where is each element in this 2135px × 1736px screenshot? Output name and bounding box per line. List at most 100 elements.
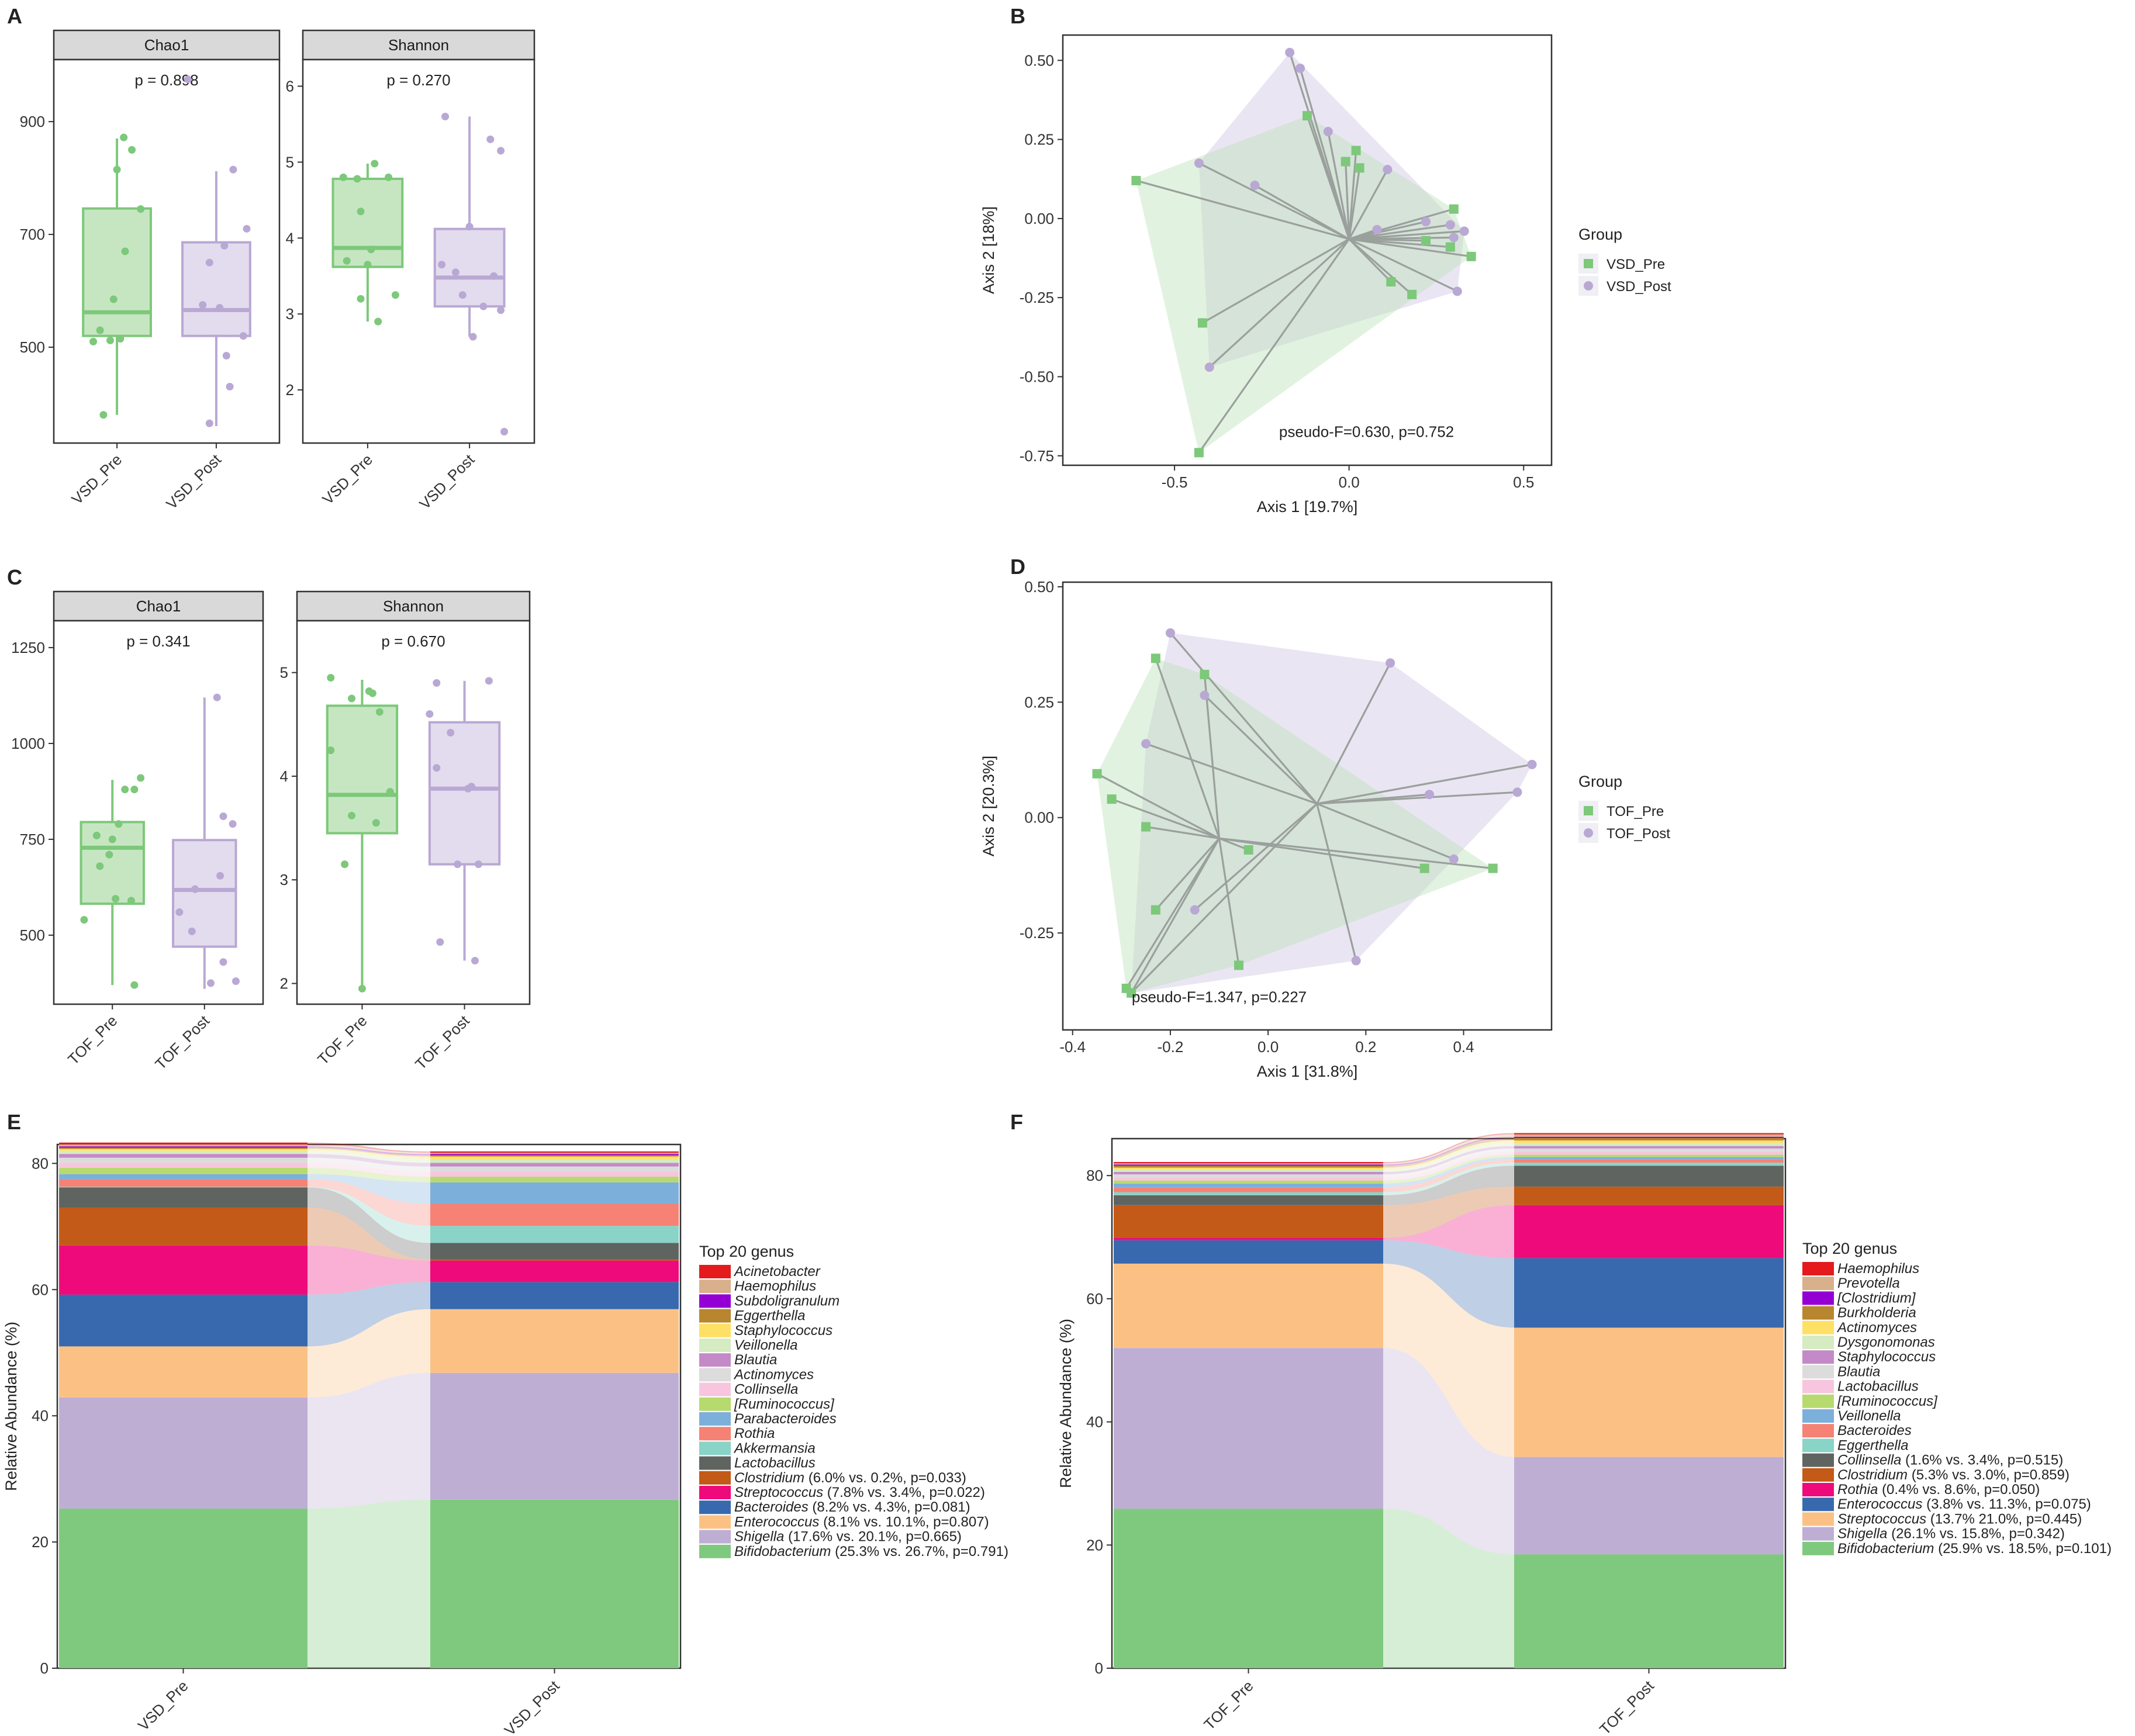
permanova-annotation: pseudo-F=0.630, p=0.752 (1279, 423, 1454, 440)
box-VSD_Post (181, 241, 251, 337)
legend-swatch (699, 1368, 731, 1382)
data-point (375, 708, 384, 716)
stack-haemophilus (1114, 1133, 1784, 1164)
data-point (109, 295, 118, 303)
bar-segment (59, 1397, 308, 1509)
stats-text: (3.8% vs. 11.3%, p=0.075) (1922, 1496, 2091, 1512)
x-tick-label: -0.2 (1158, 1038, 1184, 1056)
hull-pre (1136, 116, 1471, 453)
legend-swatch (1802, 1336, 1834, 1349)
point-pre (1131, 175, 1141, 185)
data-point (371, 160, 379, 168)
point-pre (1488, 863, 1498, 873)
legend-swatch (699, 1339, 731, 1352)
y-tick-label: 80 (32, 1154, 49, 1172)
legend-label: Shigella (26.1% vs. 15.8%, p=0.342) (1837, 1526, 2065, 1542)
point-pre (1127, 988, 1136, 998)
p-value-label: p = 0.341 (126, 632, 190, 650)
data-point (239, 332, 247, 340)
y-tick-label: 0.50 (1024, 578, 1054, 596)
bar-segment (430, 1155, 679, 1157)
bar-segment (59, 1154, 308, 1158)
point-post (1425, 790, 1434, 800)
stack-enterococcus (1114, 1240, 1784, 1328)
legend-label: Collinsella (734, 1382, 798, 1398)
point-pre (1194, 448, 1204, 458)
stack-rothia (59, 1179, 679, 1226)
flow-ribbon (308, 1150, 430, 1163)
data-point (474, 860, 482, 869)
point-post (1445, 220, 1455, 230)
stack-rothia (1114, 1205, 1784, 1258)
stack-blautia (59, 1154, 679, 1167)
bar-segment (59, 1346, 308, 1398)
data-point (80, 916, 88, 924)
flow-ribbon (1383, 1148, 1514, 1178)
stack-staphylococcus (59, 1149, 679, 1159)
spider-line (1198, 238, 1350, 454)
data-point (175, 908, 184, 917)
data-point (364, 261, 372, 269)
facet-strip-label: Shannon (383, 597, 444, 615)
legend-label: Blautia (734, 1352, 777, 1368)
facet-strip (53, 590, 264, 622)
legend-swatch (1802, 1262, 1834, 1275)
y-tick-label: 900 (20, 113, 45, 130)
flow-ribbon (308, 1207, 430, 1261)
data-point (469, 333, 477, 341)
legend-swatch (1802, 1483, 1834, 1496)
bar-segment (59, 1294, 308, 1347)
bar-segment (59, 1149, 308, 1151)
legend-label: Burkholderia (1837, 1305, 1916, 1321)
point-pre (1407, 289, 1417, 299)
hull-post (1131, 632, 1532, 993)
stack-parabacteroides (59, 1174, 679, 1204)
legend-label: Eggerthella (1837, 1437, 1908, 1453)
bar-segment (1114, 1174, 1383, 1178)
data-point (121, 247, 129, 255)
legend: Top 20 genus AcinetobacterHaemophilusSubd… (699, 1243, 1008, 1559)
flow-ribbon (1383, 1263, 1514, 1457)
stats-text: (26.1% vs. 15.8%, p=0.342) (1887, 1526, 2065, 1542)
spider-line (1130, 803, 1318, 994)
legend-swatch (699, 1500, 731, 1514)
box-VSD_Post (433, 227, 506, 308)
stack-clostridium (1114, 1136, 1784, 1166)
bar-segment (430, 1177, 679, 1182)
spider-line (1155, 838, 1220, 911)
bar-segment (1114, 1195, 1383, 1205)
legend-swatch (1802, 1438, 1834, 1453)
abundance-panel-E: E 0 20 40 60 80 Relative Abundance (%) VSD_Pre V… (2, 1110, 1008, 1736)
data-point (343, 257, 351, 265)
x-tick-label: 0.0 (1257, 1038, 1279, 1056)
point-pre (1197, 318, 1207, 328)
facet-strip (302, 29, 536, 61)
flow-ribbon (1383, 1133, 1514, 1164)
legend-swatch (699, 1265, 731, 1278)
legend-swatch (699, 1397, 731, 1411)
data-point (490, 272, 498, 280)
data-point (497, 147, 505, 155)
bar-segment (1514, 1163, 1784, 1166)
panel-letter-E: E (7, 1110, 21, 1134)
spider-line (1349, 230, 1464, 240)
data-point (205, 258, 213, 267)
spider-line (1254, 184, 1350, 240)
stack-eggerthella (59, 1147, 679, 1157)
bar-segment (1114, 1348, 1383, 1509)
genus-name: Subdoligranulum (734, 1293, 840, 1309)
spider-line (1130, 838, 1220, 994)
legend-label: Collinsella (1.6% vs. 3.4%, p=0.515) (1837, 1453, 2063, 1468)
spider-line (1299, 68, 1350, 240)
data-point (184, 75, 192, 84)
genus-name: Shigella (734, 1529, 784, 1545)
legend-label: Streptococcus (7.8% vs. 3.4%, p=0.022) (734, 1485, 985, 1500)
flow-ribbon (308, 1149, 430, 1159)
bar-segment (430, 1182, 679, 1204)
stack-collinsella (1114, 1166, 1784, 1205)
stack-veillonella (1114, 1157, 1784, 1188)
data-point (213, 693, 221, 701)
facet-strip-label: Shannon (388, 36, 449, 54)
